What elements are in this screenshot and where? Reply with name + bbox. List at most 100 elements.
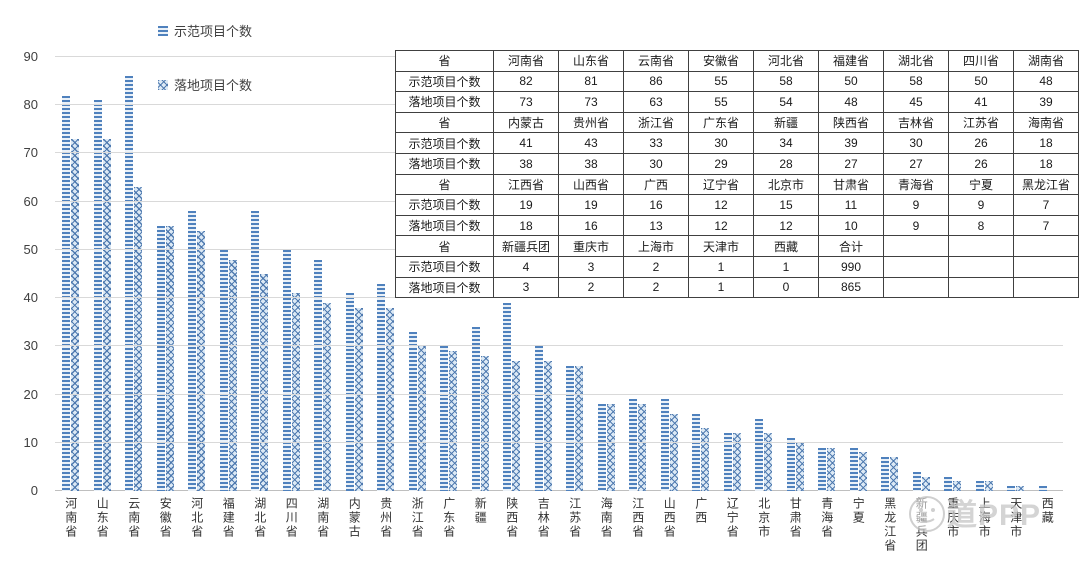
table-cell: 湖南省: [1013, 50, 1079, 72]
table-cell: 新疆兵团: [493, 235, 559, 257]
table-row-label: 落地项目个数: [395, 152, 494, 175]
bar-landed: [291, 293, 300, 491]
x-label-cell: 海南省: [591, 497, 623, 553]
x-tick-label: 安徽省: [158, 497, 173, 539]
bar-landed: [921, 476, 930, 491]
bar-demo: [881, 457, 890, 491]
x-tick-label: 陕西省: [504, 497, 519, 539]
table-cell: 39: [818, 132, 884, 154]
bar-group: [811, 57, 843, 491]
plot-area: [55, 56, 1063, 491]
table-cell: 27: [818, 152, 884, 175]
table-cell: 11: [818, 194, 884, 216]
x-label-cell: 浙江省: [402, 497, 434, 553]
table-cell: 54: [753, 91, 819, 113]
table-cell: 19: [493, 194, 559, 216]
table-cell: 内蒙古: [493, 111, 559, 134]
bars-row: [55, 57, 1063, 491]
y-tick-label: 90: [23, 49, 38, 64]
table-cell: 7: [1013, 194, 1079, 216]
bar-group: [339, 57, 371, 491]
x-label-cell: 黑龙江省: [874, 497, 906, 553]
bar-demo: [377, 283, 386, 491]
table-cell: 45: [883, 91, 949, 113]
x-tick-label: 贵州省: [378, 497, 393, 539]
bar-group: [433, 57, 465, 491]
bar-demo: [660, 399, 669, 491]
x-tick-label: 浙江省: [410, 497, 425, 539]
y-tick-label: 0: [30, 483, 38, 498]
table-row-label: 落地项目个数: [395, 91, 494, 113]
x-tick-label: 甘肃省: [788, 497, 803, 539]
table-cell: 12: [753, 214, 819, 237]
table-cell: 63: [623, 91, 689, 113]
table-row-label: 省: [395, 173, 494, 196]
table-cell: 34: [753, 132, 819, 154]
x-tick-label: 青海省: [819, 497, 834, 539]
x-tick-label: 海南省: [599, 497, 614, 539]
bar-landed: [858, 452, 867, 491]
table-cell: 广西: [623, 173, 689, 196]
bar-group: [843, 57, 875, 491]
table-cell: 9: [883, 194, 949, 216]
bar-landed: [480, 355, 489, 491]
bar-group: [244, 57, 276, 491]
bar-group: [87, 57, 119, 491]
table-cell: [948, 255, 1014, 278]
table-row-demo: 示范项目个数 19 19 16 12 15 11 9 9 7: [395, 194, 1079, 216]
legend-marker-demo-icon: [158, 25, 168, 36]
x-label-cell: 河南省: [55, 497, 87, 553]
x-tick-label: 河南省: [63, 497, 78, 539]
table-cell: 浙江省: [623, 111, 689, 134]
x-tick-label: 山西省: [662, 497, 677, 539]
table-row-label: 示范项目个数: [395, 70, 494, 93]
x-tick-label: 黑龙江省: [882, 497, 897, 553]
x-tick-label: 山东省: [95, 497, 110, 539]
bar-landed: [638, 404, 647, 491]
bar-group: [748, 57, 780, 491]
x-tick-label: 吉林省: [536, 497, 551, 539]
bar-landed: [354, 307, 363, 491]
x-label-cell: 北京市: [748, 497, 780, 553]
table-cell: 55: [688, 91, 754, 113]
bar-group: [276, 57, 308, 491]
data-table: 省河南省 山东省 云南省 安徽省 河北省 福建省 湖北省 四川省 湖南省 示范项目个数 82 81 86…: [395, 50, 1079, 299]
x-tick-label: 四川省: [284, 497, 299, 539]
bar-landed: [1016, 486, 1025, 491]
table-cell: [883, 255, 949, 278]
table-cell: 82: [493, 70, 559, 93]
bar-demo: [125, 76, 134, 491]
table-cell: 天津市: [688, 235, 754, 257]
table-cell: 73: [558, 91, 624, 113]
bar-group: [685, 57, 717, 491]
bar-demo: [188, 211, 197, 491]
bar-demo: [219, 249, 228, 491]
y-tick-label: 50: [23, 241, 38, 257]
bar-group: [213, 57, 245, 491]
legend-marker-landed-icon: [158, 79, 168, 90]
table-cell: 湖北省: [883, 50, 949, 72]
bar-demo: [1007, 486, 1016, 491]
x-label-cell: 重庆市: [937, 497, 969, 553]
x-label-cell: 福建省: [213, 497, 245, 553]
bar-demo: [345, 293, 354, 491]
bar-landed: [764, 433, 773, 491]
x-label-cell: 江西省: [622, 497, 654, 553]
bar-demo: [156, 225, 165, 491]
bar-demo: [818, 447, 827, 491]
table-cell: 50: [818, 70, 884, 93]
table-cell: 江西省: [493, 173, 559, 196]
table-cell: 28: [753, 152, 819, 175]
legend-label-landed: 落地项目个数: [174, 78, 253, 93]
table-cell: 河南省: [493, 50, 559, 72]
y-tick-label: 70: [23, 145, 38, 161]
table-cell: 北京市: [753, 173, 819, 196]
bar-demo: [440, 346, 449, 491]
bar-group: [118, 57, 150, 491]
table-cell: 58: [753, 70, 819, 93]
bar-demo: [566, 365, 575, 491]
bar-group: [465, 57, 497, 491]
bar-demo: [314, 259, 323, 491]
bar-demo: [723, 433, 732, 491]
x-label-cell: 内蒙古: [339, 497, 371, 553]
